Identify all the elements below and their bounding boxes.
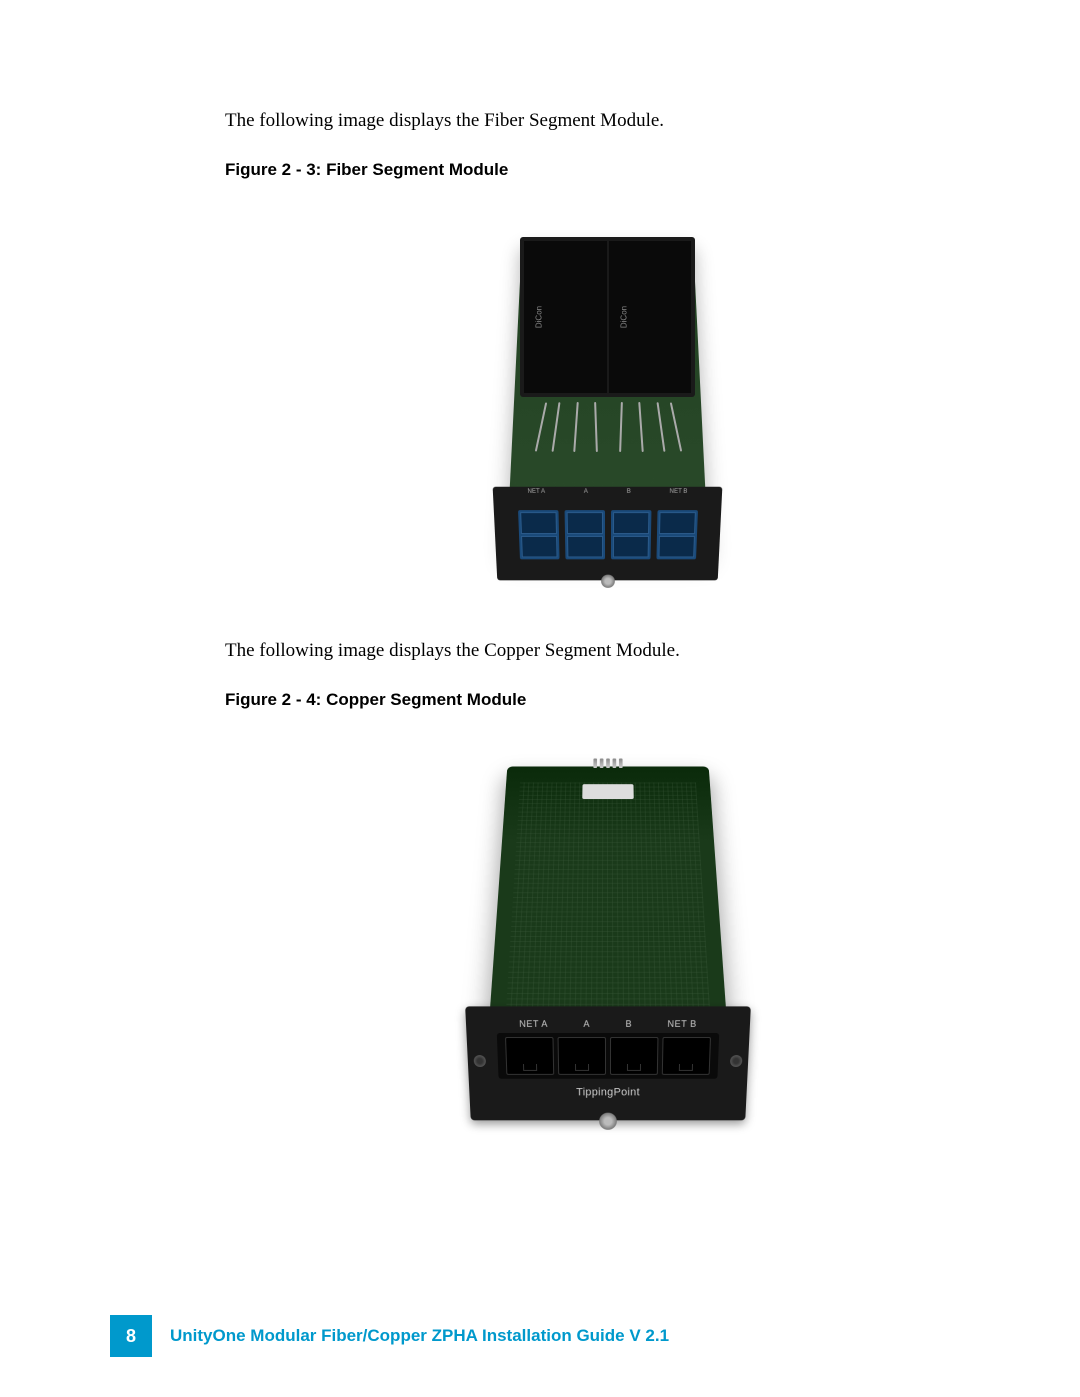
dicon-switch-left: DiCon — [524, 241, 607, 393]
copper-rj45-port — [661, 1037, 710, 1075]
fiber-port-label: B — [627, 489, 631, 495]
fiber-port-label: NET A — [527, 489, 545, 495]
copper-thumbscrew-icon — [599, 1113, 617, 1130]
fiber-figure-caption: Figure 2 - 3: Fiber Segment Module — [225, 160, 990, 180]
dicon-label-right: DiCon — [619, 306, 628, 328]
fiber-patch-cables — [520, 402, 695, 462]
fiber-thumbscrew-icon — [601, 575, 615, 588]
copper-mount-hole-icon — [473, 1055, 486, 1067]
fiber-port-pair — [610, 510, 650, 559]
fiber-dicon-switch-box: DiCon DiCon — [520, 237, 695, 397]
fiber-intro-text: The following image displays the Fiber S… — [225, 110, 990, 132]
fiber-module-image: DiCon DiCon NET A A B — [495, 212, 720, 592]
copper-mount-hole-icon — [729, 1055, 742, 1067]
copper-port-label: NET B — [667, 1019, 697, 1029]
copper-section: The following image displays the Copper … — [225, 640, 990, 1122]
copper-port-label: A — [583, 1019, 590, 1029]
copper-port-label: NET A — [519, 1019, 548, 1029]
fiber-port-labels-row: NET A A B NET B — [508, 489, 707, 495]
dicon-label-left: DiCon — [535, 306, 544, 328]
copper-figure: NET A A B NET B TippingPoint — [225, 742, 990, 1122]
fiber-port-label: A — [584, 489, 588, 495]
copper-module-image: NET A A B NET B TippingPoint — [468, 742, 748, 1122]
copper-brand-label: TippingPoint — [488, 1087, 726, 1099]
page-footer: 8 UnityOne Modular Fiber/Copper ZPHA Ins… — [110, 1315, 669, 1357]
page-content: The following image displays the Fiber S… — [0, 0, 1080, 1122]
copper-connector-pins — [589, 759, 626, 769]
fiber-port-label: NET B — [669, 489, 687, 495]
dicon-switch-right: DiCon — [609, 241, 692, 393]
copper-serial-sticker — [582, 784, 633, 799]
copper-port-labels-row: NET A A B NET B — [486, 1019, 730, 1029]
copper-rj45-port — [557, 1037, 605, 1075]
fiber-figure: DiCon DiCon NET A A B — [225, 212, 990, 592]
fiber-ports-row — [509, 510, 706, 559]
copper-rj45-port — [609, 1037, 657, 1075]
fiber-port-pair — [564, 510, 604, 559]
footer-title: UnityOne Modular Fiber/Copper ZPHA Insta… — [170, 1326, 669, 1346]
copper-faceplate: NET A A B NET B TippingPoint — [465, 1006, 751, 1120]
copper-intro-text: The following image displays the Copper … — [225, 640, 990, 662]
copper-figure-caption: Figure 2 - 4: Copper Segment Module — [225, 690, 990, 710]
copper-ports-row — [496, 1033, 718, 1079]
page-number-badge: 8 — [110, 1315, 152, 1357]
fiber-faceplate: NET A A B NET B — [493, 487, 723, 581]
fiber-port-pair — [518, 510, 559, 559]
copper-rj45-port — [505, 1037, 554, 1075]
copper-port-label: B — [625, 1019, 632, 1029]
fiber-port-pair — [656, 510, 697, 559]
